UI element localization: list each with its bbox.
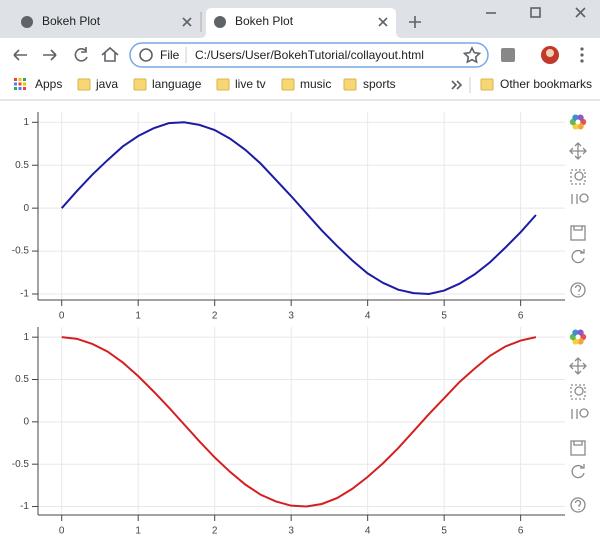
avatar-face [546,49,554,57]
x-tick-label: 4 [365,526,371,537]
y-tick-label: 0.5 [15,374,29,385]
bokeh-logo-center [576,120,581,125]
url: C:/Users/User/BokehTutorial/collayout.ht… [195,48,424,62]
bookmark[interactable]: java [95,77,118,91]
pan-tool [570,358,586,374]
reset-tool [572,249,584,263]
bookmark[interactable]: music [300,77,331,91]
y-tick-label: -0.5 [12,459,30,470]
plot-frame [38,327,565,515]
extension[interactable] [501,48,515,62]
save-tool [571,441,585,455]
x-tick-label: 3 [288,526,294,537]
x-tick-label: 6 [518,526,524,537]
wheel-zoom-tool [572,409,588,419]
wheel-zoom-tool [572,194,588,204]
tab-title: Bokeh Plot [42,14,101,28]
help-tool-mark [576,286,581,295]
plot-frame [38,112,565,300]
save-tool [571,226,585,240]
tab-title: Bokeh Plot [235,14,294,28]
box-zoom-lens [575,387,583,395]
tab-icon [21,16,33,28]
x-tick-label: 1 [135,526,141,537]
y-tick-label: -1 [20,289,29,300]
url-scheme: File [160,48,180,62]
plot-toolbars [563,114,588,512]
x-tick-label: 0 [59,526,65,537]
y-tick-label: 1 [23,117,29,128]
y-tick-label: -1 [20,501,29,512]
bookmark[interactable]: language [152,77,202,91]
tab-background [200,8,402,38]
pan-tool [570,143,586,159]
y-tick-label: -0.5 [12,246,30,257]
x-tick-label: 1 [135,311,141,322]
bokeh-logo-center [576,335,581,340]
folder-icons [78,79,493,90]
x-tick-label: 5 [441,311,447,322]
menu[interactable] [580,47,583,62]
y-tick-label: 1 [23,332,29,343]
bookmark[interactable]: Other bookmarks [500,77,592,91]
y-tick-label: 0 [23,416,29,427]
reset-tool [572,464,584,478]
x-tick-label: 6 [518,311,524,322]
tab-icon [214,16,226,28]
tab-active[interactable]: Bokeh Plot [200,8,402,38]
y-tick-label: 0.5 [15,160,29,171]
bookmark[interactable]: live tv [235,77,266,91]
bookmark[interactable]: sports [363,77,396,91]
bookmark[interactable]: Apps [35,77,62,91]
y-tick-label: 0 [23,203,29,214]
x-tick-label: 3 [288,311,294,322]
x-tick-label: 5 [441,526,447,537]
x-tick-label: 4 [365,311,371,322]
x-tick-label: 2 [212,526,218,537]
x-tick-label: 0 [59,311,65,322]
help-tool-mark [576,501,581,510]
box-zoom-lens [575,172,583,180]
x-tick-label: 2 [212,311,218,322]
more-bookmarks[interactable] [452,81,461,89]
apps-icon[interactable] [14,78,26,90]
